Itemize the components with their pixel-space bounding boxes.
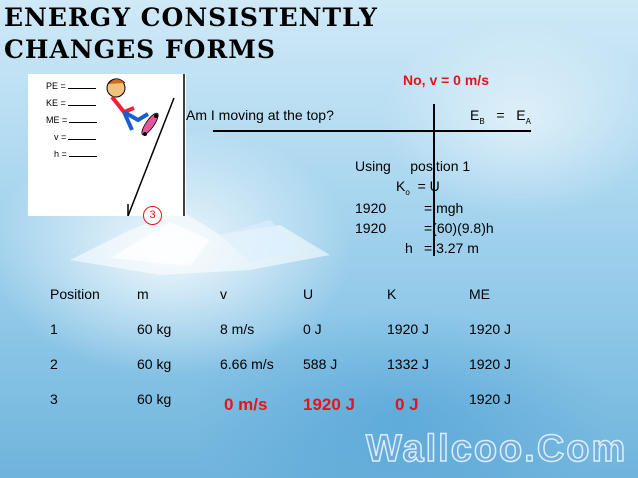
slide-title: Energy consistently changes forms bbox=[4, 3, 378, 64]
table-cell: 588 J bbox=[303, 356, 338, 372]
position-badge: 3 bbox=[143, 206, 162, 225]
work-line-2-left: 1920 bbox=[355, 220, 387, 236]
work-ko-line: Ko = U bbox=[396, 178, 440, 197]
header-me: ME bbox=[469, 286, 490, 302]
energy-equation: EB = EA bbox=[470, 107, 531, 126]
work-line-1-left: 1920 bbox=[355, 200, 387, 216]
highlight-cell-u: 1920 J bbox=[303, 395, 355, 414]
header-k: K bbox=[387, 286, 397, 302]
table-cell: 1920 J bbox=[469, 321, 512, 337]
skateboarder-diagram: PE = KE = ME = v = h = 3 bbox=[28, 74, 186, 225]
table-row: 1 60 kg 8 m/s 0 J 1920 J 1920 J bbox=[50, 321, 539, 356]
work-line-1-right: = mgh bbox=[424, 200, 464, 216]
work-using: Using position 1 bbox=[355, 158, 471, 174]
table-cell: 8 m/s bbox=[220, 321, 255, 337]
ice-crystal-decoration bbox=[70, 210, 330, 275]
work-line-3-right: = 3.27 m bbox=[424, 240, 479, 256]
question-text: Am I moving at the top? bbox=[186, 107, 334, 123]
table-cell: 2 bbox=[50, 356, 58, 372]
table-cell: 1332 J bbox=[387, 356, 430, 372]
table-cell: 1 bbox=[50, 321, 58, 337]
highlight-cell-v: 0 m/s bbox=[224, 395, 268, 414]
watermark-logo: Wallcoo.Com bbox=[365, 427, 628, 471]
table-cell: 6.66 m/s bbox=[220, 356, 274, 372]
table-cell: 60 kg bbox=[137, 391, 172, 407]
table-row: 3 60 kg 0 m/s 1920 J 0 J 1920 J bbox=[50, 391, 539, 430]
me-label: ME = bbox=[46, 115, 98, 125]
answer-note: No, v = 0 m/s bbox=[403, 72, 489, 88]
table-header-row: Position m v U K ME bbox=[50, 286, 539, 321]
work-line-2-right: =(60)(9.8)h bbox=[424, 220, 494, 236]
highlight-cell-k: 0 J bbox=[395, 395, 419, 414]
header-u: U bbox=[303, 286, 314, 302]
table-cell: 1920 J bbox=[387, 321, 430, 337]
table-row: 2 60 kg 6.66 m/s 588 J 1332 J 1920 J bbox=[50, 356, 539, 391]
skateboarder-on-ramp-icon bbox=[106, 74, 185, 216]
table-cell: 0 J bbox=[303, 321, 322, 337]
ke-label: KE = bbox=[46, 98, 96, 108]
v-label: v = bbox=[54, 132, 97, 142]
header-m: m bbox=[137, 286, 149, 302]
header-v: v bbox=[220, 286, 227, 302]
table-cell: 60 kg bbox=[137, 356, 172, 372]
pe-label: PE = bbox=[46, 81, 96, 91]
table-cell: 3 bbox=[50, 391, 58, 407]
header-position: Position bbox=[50, 286, 100, 302]
work-line-3-left: h bbox=[405, 240, 413, 256]
table-cell: 1920 J bbox=[469, 356, 512, 372]
table-cell: 60 kg bbox=[137, 321, 172, 337]
t-chart-horizontal bbox=[213, 130, 531, 132]
h-label: h = bbox=[54, 149, 97, 159]
energy-table: Position m v U K ME 1 60 kg 8 m/s 0 J 19… bbox=[50, 286, 539, 430]
table-cell: 1920 J bbox=[469, 391, 512, 407]
t-chart-vertical bbox=[433, 104, 435, 256]
